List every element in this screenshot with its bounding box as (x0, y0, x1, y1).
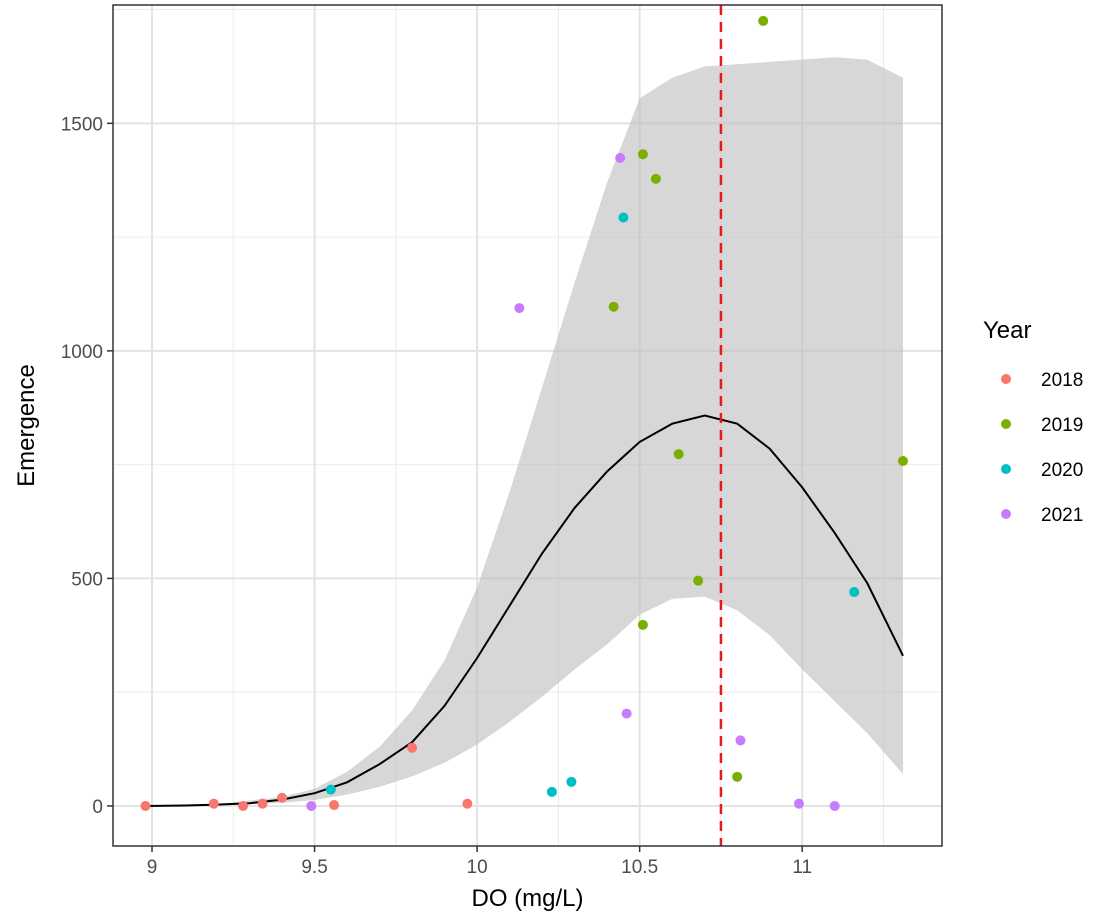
data-point-2020 (566, 776, 577, 787)
data-point-2019 (693, 575, 704, 586)
data-points (140, 15, 908, 811)
x-tick-label: 10.5 (621, 857, 658, 878)
y-axis-title: Emergence (13, 364, 40, 487)
legend-label-2018: 2018 (1041, 370, 1083, 391)
data-point-2019 (637, 149, 648, 160)
data-point-2018 (257, 798, 268, 809)
legend-label-2021: 2021 (1041, 505, 1083, 526)
x-axis-ticks: 9 9.5 10 10.5 11 (147, 846, 812, 878)
data-point-2018 (140, 800, 151, 811)
data-point-2019 (637, 619, 648, 630)
data-point-2018 (238, 800, 249, 811)
data-point-2021 (621, 708, 632, 719)
data-point-2020 (618, 212, 629, 223)
legend-label-2020: 2020 (1041, 460, 1083, 481)
legend: Year 2018 2019 2020 2021 (983, 317, 1083, 526)
y-tick-label: 1500 (61, 114, 103, 135)
data-point-2019 (897, 455, 908, 466)
legend-key-2018 (1001, 374, 1011, 384)
y-tick-label: 1000 (61, 342, 103, 363)
x-tick-label: 10 (467, 857, 488, 878)
data-point-2019 (758, 15, 769, 26)
x-tick-label: 9 (147, 857, 158, 878)
data-point-2020 (546, 786, 557, 797)
x-tick-label: 9.5 (301, 857, 327, 878)
legend-label-2019: 2019 (1041, 415, 1083, 436)
data-point-2021 (793, 798, 804, 809)
confidence-band (145, 57, 903, 807)
fit-line (145, 414, 904, 807)
data-point-2021 (829, 800, 840, 811)
data-point-2021 (514, 303, 525, 314)
data-point-2021 (735, 735, 746, 746)
data-point-2020 (849, 587, 860, 598)
data-point-2018 (407, 742, 418, 753)
y-tick-label: 500 (71, 569, 103, 590)
legend-key-2019 (1001, 419, 1011, 429)
data-point-2019 (732, 771, 743, 782)
x-tick-label: 11 (792, 857, 812, 878)
legend-key-2021 (1001, 509, 1011, 519)
data-point-2018 (462, 798, 473, 809)
legend-title: Year (983, 317, 1032, 344)
x-axis-title: DO (mg/L) (471, 885, 583, 912)
data-point-2018 (277, 792, 288, 803)
data-point-2021 (615, 152, 626, 163)
data-point-2019 (673, 449, 684, 460)
plot-panel-border (112, 4, 943, 847)
y-tick-label: 0 (92, 797, 103, 818)
data-point-2019 (650, 173, 661, 184)
legend-key-2020 (1001, 464, 1011, 474)
data-point-2020 (325, 784, 336, 795)
data-point-2021 (306, 800, 317, 811)
data-point-2019 (608, 301, 619, 312)
data-point-2018 (329, 800, 340, 811)
y-axis-ticks: 0 500 1000 1500 (61, 114, 113, 818)
data-point-2018 (208, 798, 219, 809)
